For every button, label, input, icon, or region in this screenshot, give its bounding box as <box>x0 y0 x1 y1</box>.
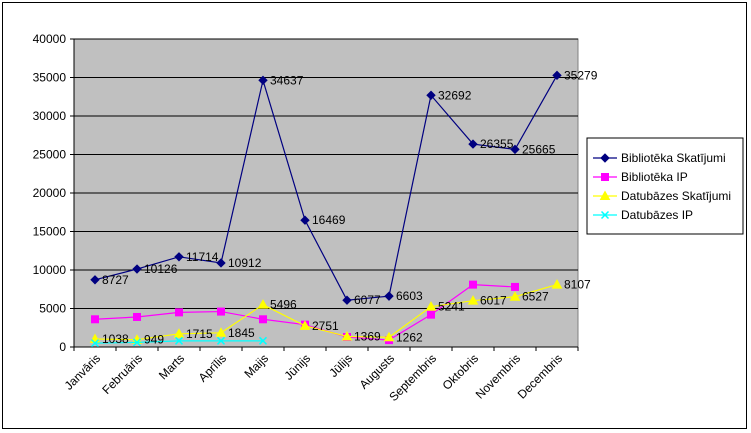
data-point-biblioteka-skatijumi <box>342 295 352 305</box>
data-label-datubazes-skatijumi: 1369 <box>354 329 381 343</box>
x-tick-label: Janvāris <box>62 351 103 392</box>
data-label-biblioteka-skatijumi: 11714 <box>186 250 219 264</box>
x-tick-label: Augusts <box>357 351 398 392</box>
data-point-datubazes-skatijumi <box>509 291 521 301</box>
data-point-datubazes-ip <box>174 336 184 345</box>
data-point-biblioteka-skatijumi <box>468 139 478 149</box>
legend-marker-datubazes-skatijumi <box>599 190 611 200</box>
y-tick-label: 5000 <box>39 302 66 316</box>
marker-stroke <box>90 339 100 348</box>
y-tick-label: 25000 <box>33 148 67 162</box>
data-label-datubazes-skatijumi: 8107 <box>564 278 591 292</box>
data-point-biblioteka-ip <box>133 312 141 321</box>
y-tick-label: 15000 <box>33 225 67 239</box>
y-tick-label: 40000 <box>33 32 67 46</box>
y-tick-label: 30000 <box>33 109 67 123</box>
data-label-datubazes-skatijumi: 949 <box>144 333 164 347</box>
data-label-biblioteka-skatijumi: 32692 <box>438 88 472 102</box>
series-line-datubazes-skatijumi <box>94 283 558 341</box>
data-point-biblioteka-ip <box>469 280 477 289</box>
data-point-biblioteka-skatijumi <box>300 215 310 225</box>
data-point-datubazes-skatijumi <box>257 299 269 309</box>
data-label-biblioteka-skatijumi: 26355 <box>480 137 514 151</box>
data-point-biblioteka-skatijumi <box>132 264 142 274</box>
data-point-biblioteka-skatijumi <box>258 75 268 86</box>
data-label-biblioteka-skatijumi: 25665 <box>522 142 556 156</box>
data-label-biblioteka-skatijumi: 10126 <box>144 262 178 276</box>
legend-label-biblioteka-skatijumi: Bibliotēka Skatījumi <box>621 151 726 165</box>
data-label-biblioteka-skatijumi: 16469 <box>312 213 346 227</box>
data-point-biblioteka-skatijumi <box>90 275 100 285</box>
x-tick-label: Decembris <box>515 351 565 401</box>
x-tick-label: Novembris <box>473 351 523 401</box>
data-point-datubazes-ip <box>90 339 100 348</box>
data-label-biblioteka-skatijumi: 6077 <box>354 293 381 307</box>
marker-stroke <box>258 336 268 345</box>
data-label-datubazes-skatijumi: 6527 <box>522 290 549 304</box>
x-tick-label: Aprīlis <box>196 351 229 384</box>
data-point-datubazes-skatijumi <box>383 331 395 342</box>
data-label-datubazes-skatijumi: 1038 <box>102 332 129 346</box>
legend <box>586 137 744 235</box>
legend-label-datubazes-ip: Datubāzes IP <box>621 208 693 222</box>
y-tick-label: 10000 <box>33 263 67 277</box>
data-point-biblioteka-skatijumi <box>174 252 184 262</box>
data-point-biblioteka-ip <box>217 307 225 316</box>
legend-marker-biblioteka-skatijumi <box>600 153 610 163</box>
marker-stroke <box>600 210 610 220</box>
data-point-biblioteka-ip <box>427 310 435 319</box>
x-tick-label: Marts <box>156 351 187 382</box>
series-line-biblioteka-skatijumi <box>94 75 558 301</box>
data-label-biblioteka-skatijumi: 34637 <box>270 73 304 87</box>
data-point-datubazes-skatijumi <box>467 295 479 305</box>
data-label-datubazes-skatijumi: 1845 <box>228 326 255 340</box>
data-point-biblioteka-skatijumi <box>216 258 226 268</box>
legend-marker-biblioteka-ip <box>601 173 609 181</box>
marker-stroke <box>216 336 226 345</box>
data-label-datubazes-skatijumi: 6017 <box>480 294 507 308</box>
legend-marker-datubazes-ip <box>600 210 610 220</box>
x-tick-label: Februāris <box>99 351 145 397</box>
y-tick-label: 35000 <box>33 71 67 85</box>
data-label-datubazes-skatijumi: 1715 <box>186 327 213 341</box>
legend-label-datubazes-skatijumi: Datubāzes Skatījumi <box>621 189 731 203</box>
data-label-biblioteka-skatijumi: 10912 <box>228 256 262 270</box>
data-point-datubazes-skatijumi <box>551 279 563 289</box>
data-label-biblioteka-skatijumi: 35279 <box>564 68 598 82</box>
data-label-datubazes-skatijumi: 1262 <box>396 330 423 344</box>
data-point-biblioteka-skatijumi <box>510 144 520 155</box>
data-label-biblioteka-skatijumi: 8727 <box>102 273 129 287</box>
data-point-biblioteka-ip <box>175 308 183 317</box>
data-point-biblioteka-ip <box>511 282 519 291</box>
data-point-datubazes-skatijumi <box>215 327 227 337</box>
x-tick-label: Oktobris <box>440 351 481 392</box>
data-point-biblioteka-ip <box>259 315 267 324</box>
x-tick-label: Jūnijs <box>282 351 314 383</box>
marker-stroke <box>132 338 142 347</box>
data-point-biblioteka-skatijumi <box>384 291 394 301</box>
data-point-datubazes-skatijumi <box>173 328 185 338</box>
data-point-datubazes-ip <box>258 336 268 345</box>
data-point-datubazes-ip <box>216 336 226 345</box>
marker-stroke <box>174 336 184 345</box>
data-point-datubazes-skatijumi <box>341 330 353 341</box>
data-point-datubazes-skatijumi <box>425 301 437 311</box>
data-point-biblioteka-skatijumi <box>426 90 436 100</box>
data-point-biblioteka-skatijumi <box>552 70 562 81</box>
data-point-datubazes-ip <box>132 338 142 347</box>
data-point-biblioteka-ip <box>91 315 99 324</box>
x-tick-label: Maijs <box>241 351 271 381</box>
data-point-datubazes-skatijumi <box>299 320 311 330</box>
data-label-biblioteka-skatijumi: 6603 <box>396 289 423 303</box>
data-label-datubazes-skatijumi: 2751 <box>312 319 339 333</box>
x-tick-label: Jūlijs <box>326 351 355 380</box>
data-label-datubazes-skatijumi: 5241 <box>438 300 465 314</box>
legend-label-biblioteka-ip: Bibliotēka IP <box>621 170 688 184</box>
data-label-datubazes-skatijumi: 5496 <box>270 298 297 312</box>
y-tick-label: 0 <box>59 340 66 354</box>
y-tick-label: 20000 <box>33 186 67 200</box>
